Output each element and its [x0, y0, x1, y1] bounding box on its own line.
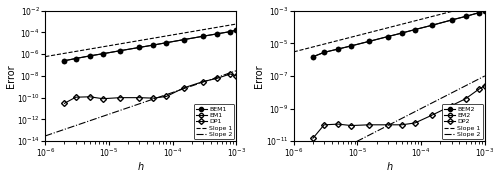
Line: DP1: DP1: [62, 72, 238, 105]
X-axis label: $h$: $h$: [386, 160, 393, 172]
DP1: [214, 77, 220, 79]
BEM1: [181, 39, 187, 41]
BEM1: [100, 53, 106, 55]
EM2: [476, 12, 482, 14]
DP1: [136, 97, 142, 99]
Line: EM1: EM1: [62, 28, 238, 63]
BEM2: [310, 56, 316, 58]
DP2: [348, 124, 354, 127]
BEM2: [430, 24, 436, 26]
EM1: [136, 46, 142, 48]
DP1: [100, 98, 106, 100]
EM2: [462, 15, 468, 17]
EM1: [72, 57, 78, 60]
DP2: [385, 124, 391, 126]
DP1: [62, 102, 68, 104]
DP1: [72, 96, 78, 98]
DP2: [462, 98, 468, 100]
DP1: [234, 75, 239, 77]
EM1: [150, 44, 156, 46]
DP2: [412, 122, 418, 124]
Legend: BEM1, EM1, DP1, Slope 1, Slope 2: BEM1, EM1, DP1, Slope 1, Slope 2: [194, 104, 234, 139]
DP2: [448, 105, 454, 107]
DP2: [336, 123, 342, 125]
X-axis label: $h$: $h$: [137, 160, 144, 172]
DP1: [150, 97, 156, 99]
Legend: BEM2, EM2, DP2, Slope 1, Slope 2: BEM2, EM2, DP2, Slope 1, Slope 2: [442, 104, 483, 139]
DP1: [227, 73, 233, 75]
EM1: [164, 42, 170, 44]
EM2: [366, 40, 372, 43]
EM2: [448, 19, 454, 21]
BEM2: [366, 40, 372, 43]
BEM2: [476, 12, 482, 14]
BEM1: [150, 44, 156, 46]
EM2: [482, 10, 488, 12]
BEM2: [412, 28, 418, 31]
DP2: [430, 114, 436, 116]
EM2: [310, 56, 316, 58]
BEM2: [348, 45, 354, 47]
BEM1: [234, 29, 239, 31]
BEM1: [227, 31, 233, 33]
BEM1: [87, 55, 93, 57]
Line: DP2: DP2: [311, 84, 487, 140]
DP2: [476, 88, 482, 90]
BEM1: [214, 33, 220, 35]
BEM2: [482, 10, 488, 12]
Y-axis label: Error: Error: [254, 64, 264, 88]
Line: BEM1: BEM1: [62, 28, 238, 63]
BEM2: [336, 48, 342, 50]
EM1: [181, 39, 187, 41]
Line: BEM2: BEM2: [311, 9, 487, 59]
BEM1: [117, 50, 123, 52]
BEM2: [321, 51, 327, 53]
BEM1: [62, 60, 68, 62]
DP2: [366, 124, 372, 126]
EM1: [214, 33, 220, 35]
EM2: [385, 36, 391, 38]
Line: EM2: EM2: [311, 9, 487, 59]
EM1: [117, 50, 123, 52]
EM2: [430, 24, 436, 26]
EM2: [399, 32, 405, 34]
EM2: [321, 51, 327, 53]
DP2: [399, 124, 405, 126]
DP2: [310, 137, 316, 139]
BEM1: [136, 46, 142, 48]
BEM1: [72, 57, 78, 60]
BEM1: [164, 42, 170, 44]
EM1: [62, 60, 68, 62]
DP1: [181, 87, 187, 89]
EM2: [412, 28, 418, 31]
BEM1: [200, 35, 206, 37]
EM1: [87, 55, 93, 57]
BEM2: [448, 19, 454, 21]
DP2: [482, 85, 488, 87]
EM2: [336, 48, 342, 50]
BEM2: [399, 32, 405, 34]
DP1: [117, 97, 123, 99]
DP1: [87, 96, 93, 98]
EM1: [100, 53, 106, 55]
BEM2: [385, 36, 391, 38]
EM1: [234, 29, 239, 31]
BEM2: [462, 15, 468, 17]
DP1: [164, 95, 170, 98]
DP2: [321, 124, 327, 126]
Y-axis label: Error: Error: [6, 64, 16, 88]
EM1: [200, 35, 206, 37]
EM1: [227, 31, 233, 33]
EM2: [348, 45, 354, 47]
DP1: [200, 80, 206, 83]
